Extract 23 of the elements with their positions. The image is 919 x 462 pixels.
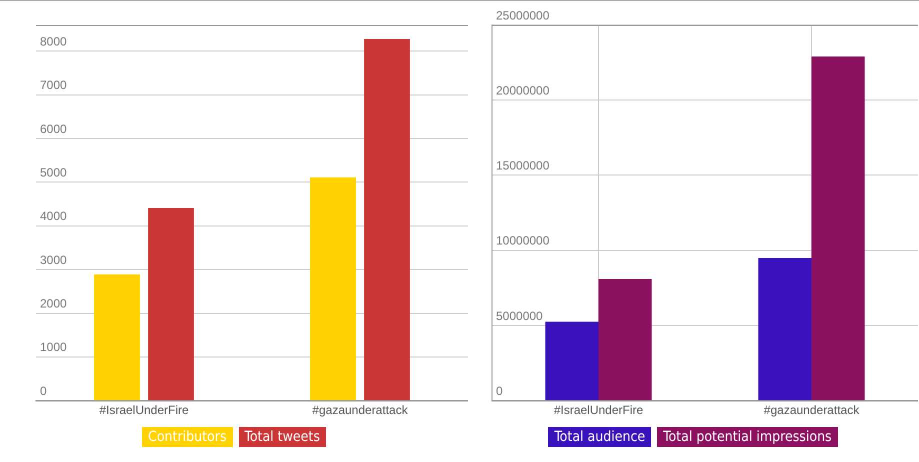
text: Total audience [548,427,652,447]
y-tick-label: 5000 [40,166,68,180]
x-tick-label: #gazaunderattack [312,403,409,418]
y-tick-label: 3000 [40,252,68,267]
y-tick-label: 20000000 [496,83,550,98]
x-tick-label: #IsraelUnderFire [554,403,644,418]
y-tick-label: 8000 [40,34,68,49]
y-tick-label: 2000 [40,296,68,311]
y-tick-label: 5000000 [496,308,544,323]
y-tick-label: 1000 [40,340,68,354]
y-tick-label: 0 [496,384,503,398]
y-tick-label: 25000000 [496,8,550,22]
y-tick-label: 6000 [40,122,68,136]
x-tick-label: #gazaunderattack [764,403,860,418]
y-tick-label: 4000 [40,209,68,224]
y-tick-label: 10000000 [496,234,550,248]
y-tick-label: 15000000 [496,158,550,173]
text: Contributors [142,427,233,447]
text: Total tweets [238,427,326,447]
y-tick-label: 7000 [40,78,68,92]
y-tick-label: 0 [40,384,47,398]
x-tick-label: #IsraelUnderFire [99,403,190,418]
text: Total potential impressions [657,427,838,447]
